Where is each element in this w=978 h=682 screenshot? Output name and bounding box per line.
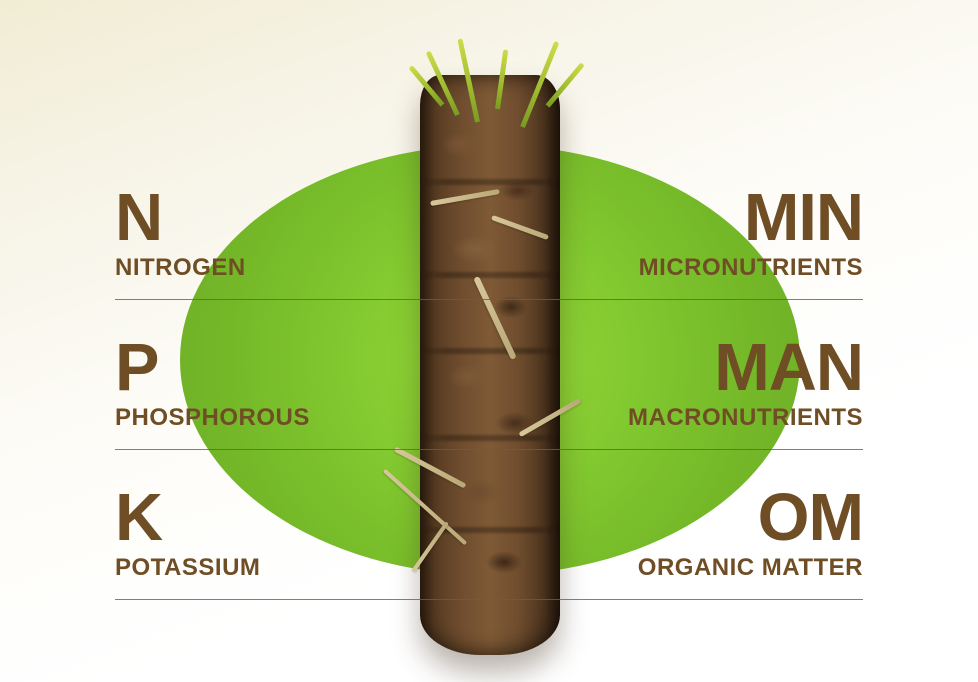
nutrient-cell-left: N NITROGEN xyxy=(115,188,246,282)
nutrient-cell-right: OM ORGANIC MATTER xyxy=(638,488,863,582)
nutrient-cell-left: P PHOSPHOROUS xyxy=(115,338,310,432)
nutrient-symbol: OM xyxy=(638,488,863,548)
nutrient-label: MICRONUTRIENTS xyxy=(639,254,863,282)
nutrient-label: MACRONUTRIENTS xyxy=(628,404,863,432)
nutrient-symbol: MIN xyxy=(639,188,863,248)
nutrient-label: NITROGEN xyxy=(115,254,246,282)
nutrient-row: N NITROGEN MIN MICRONUTRIENTS xyxy=(115,150,863,300)
nutrient-symbol: N xyxy=(115,188,246,248)
nutrient-symbol: K xyxy=(115,488,260,548)
nutrient-row: P PHOSPHOROUS MAN MACRONUTRIENTS xyxy=(115,300,863,450)
nutrient-row: K POTASSIUM OM ORGANIC MATTER xyxy=(115,450,863,600)
nutrient-label: PHOSPHOROUS xyxy=(115,404,310,432)
nutrient-cell-right: MIN MICRONUTRIENTS xyxy=(639,188,863,282)
nutrient-symbol: P xyxy=(115,338,310,398)
nutrient-symbol: MAN xyxy=(628,338,863,398)
nutrient-label: ORGANIC MATTER xyxy=(638,554,863,582)
nutrient-grid: N NITROGEN MIN MICRONUTRIENTS P PHOSPHOR… xyxy=(115,150,863,600)
nutrient-cell-right: MAN MACRONUTRIENTS xyxy=(628,338,863,432)
nutrient-label: POTASSIUM xyxy=(115,554,260,582)
row-divider xyxy=(115,599,863,600)
nutrient-cell-left: K POTASSIUM xyxy=(115,488,260,582)
